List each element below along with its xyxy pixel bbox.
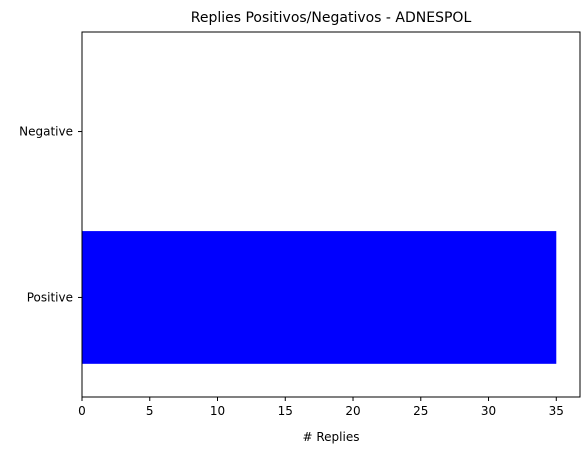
x-tick-label-30: 30 bbox=[481, 404, 496, 418]
x-tick-label-25: 25 bbox=[413, 404, 428, 418]
x-tick-label-20: 20 bbox=[345, 404, 360, 418]
x-axis: 0 5 10 15 20 25 30 35 bbox=[78, 397, 564, 418]
bars-group bbox=[82, 231, 557, 364]
y-tick-label-negative: Negative bbox=[19, 125, 73, 139]
plot-frame bbox=[81, 31, 581, 398]
x-tick-label-35: 35 bbox=[549, 404, 564, 418]
bar-positive bbox=[82, 231, 557, 364]
chart-title: Replies Positivos/Negativos - ADNESPOL bbox=[191, 10, 472, 26]
y-axis: Positive Negative bbox=[19, 125, 82, 304]
x-tick-label-15: 15 bbox=[278, 404, 293, 418]
x-axis-label: # Replies bbox=[303, 430, 360, 444]
x-tick-label-5: 5 bbox=[146, 404, 154, 418]
y-tick-label-positive: Positive bbox=[27, 290, 73, 304]
x-tick-label-10: 10 bbox=[210, 404, 225, 418]
x-tick-label-0: 0 bbox=[78, 404, 86, 418]
